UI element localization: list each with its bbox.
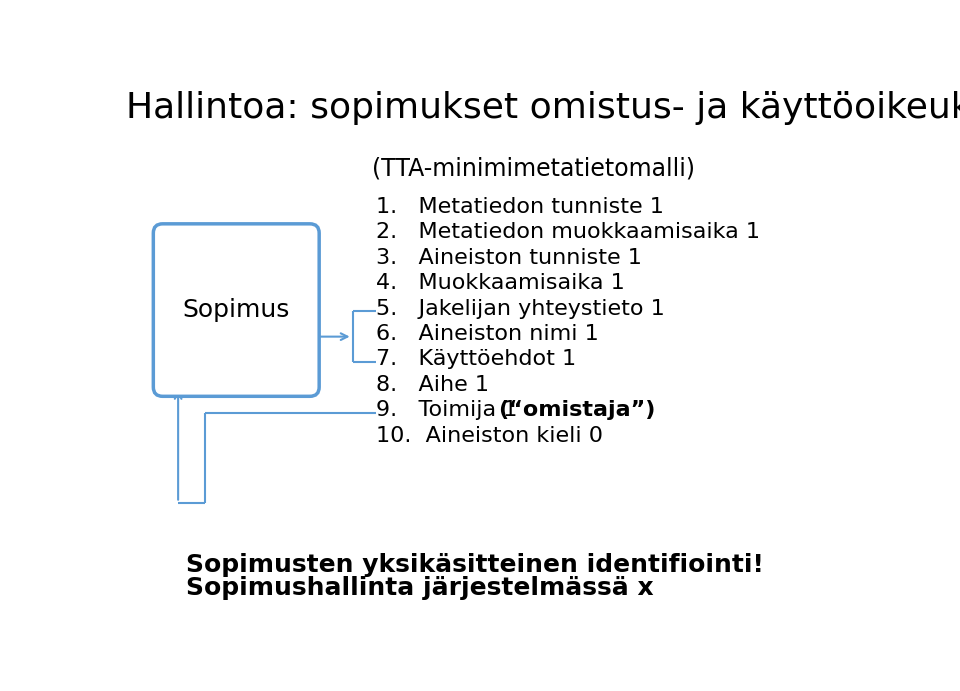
- Text: 4.   Muokkaamisaika 1: 4. Muokkaamisaika 1: [375, 273, 625, 293]
- FancyBboxPatch shape: [154, 224, 319, 397]
- Text: 5.   Jakelijan yhteystieto 1: 5. Jakelijan yhteystieto 1: [375, 299, 664, 319]
- Text: Hallintoa: sopimukset omistus- ja käyttöoikeuksista: Hallintoa: sopimukset omistus- ja käyttö…: [126, 91, 960, 124]
- Text: 7.   Käyttöehdot 1: 7. Käyttöehdot 1: [375, 350, 576, 370]
- Text: 10.  Aineiston kieli 0: 10. Aineiston kieli 0: [375, 426, 603, 446]
- Text: 6.   Aineiston nimi 1: 6. Aineiston nimi 1: [375, 324, 598, 344]
- Text: Sopimus: Sopimus: [182, 298, 290, 322]
- Text: Sopimusten yksikäsitteinen identifiointi!: Sopimusten yksikäsitteinen identifiointi…: [186, 553, 764, 576]
- Text: 8.   Aihe 1: 8. Aihe 1: [375, 375, 489, 395]
- Text: 1.   Metatiedon tunniste 1: 1. Metatiedon tunniste 1: [375, 197, 663, 217]
- Text: (TTA-minimimetatietomalli): (TTA-minimimetatietomalli): [372, 156, 695, 180]
- Text: 3.   Aineiston tunniste 1: 3. Aineiston tunniste 1: [375, 247, 641, 267]
- Text: Sopimushallinta järjestelmässä x: Sopimushallinta järjestelmässä x: [186, 576, 654, 600]
- Text: (“omistaja”): (“omistaja”): [498, 400, 656, 420]
- Text: 2.   Metatiedon muokkaamisaika 1: 2. Metatiedon muokkaamisaika 1: [375, 223, 759, 243]
- Text: 9.   Toimija 1: 9. Toimija 1: [375, 400, 532, 420]
